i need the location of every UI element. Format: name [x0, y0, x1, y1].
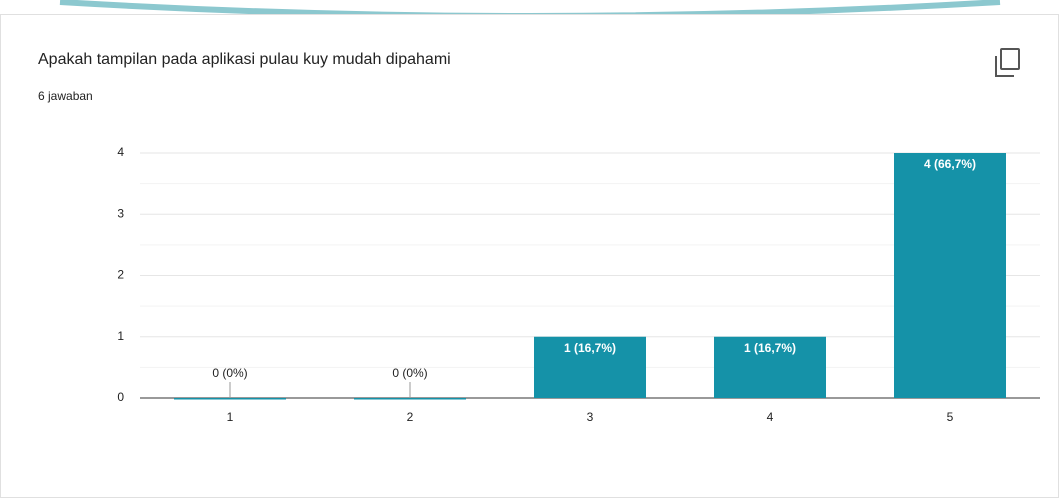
bar	[354, 398, 466, 400]
y-tick-label: 0	[117, 390, 124, 404]
bar	[534, 336, 646, 398]
y-tick-label: 1	[117, 329, 124, 343]
y-tick-label: 4	[117, 145, 124, 159]
card	[0, 14, 1059, 498]
decoration	[59, 0, 1001, 19]
data-label: 4 (66,7%)	[924, 157, 976, 171]
chart-title: Apakah tampilan pada aplikasi pulau kuy …	[38, 51, 451, 68]
bar	[894, 153, 1006, 398]
x-tick-label: 1	[227, 410, 234, 424]
x-tick-label: 3	[587, 410, 594, 424]
y-tick-label: 2	[117, 268, 124, 282]
copy-icon[interactable]	[995, 48, 1020, 77]
bar	[714, 336, 826, 398]
data-label: 1 (16,7%)	[744, 341, 796, 355]
y-tick-label: 3	[117, 206, 124, 220]
data-label: 1 (16,7%)	[564, 341, 616, 355]
data-label: 0 (0%)	[212, 366, 247, 380]
chart-subtitle: 6 jawaban	[38, 89, 93, 103]
x-tick-label: 5	[947, 410, 954, 424]
x-tick-label: 2	[407, 410, 414, 424]
x-tick-label: 4	[767, 410, 774, 424]
data-label: 0 (0%)	[392, 366, 427, 380]
bar	[174, 398, 286, 400]
